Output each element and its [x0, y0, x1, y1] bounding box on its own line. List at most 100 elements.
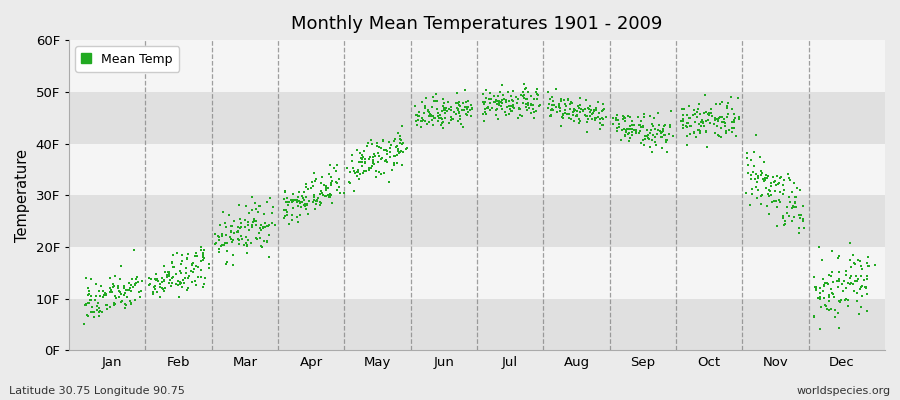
- Point: [158, 285, 172, 292]
- Point: [813, 294, 827, 300]
- Point: [789, 184, 804, 191]
- Point: [832, 298, 846, 304]
- Point: [234, 220, 248, 226]
- Point: [827, 314, 842, 320]
- Point: [291, 218, 305, 225]
- Point: [422, 111, 436, 117]
- Point: [623, 114, 637, 120]
- Point: [454, 106, 469, 113]
- Point: [848, 261, 862, 268]
- Point: [715, 99, 729, 106]
- Point: [625, 126, 639, 132]
- Point: [584, 116, 598, 122]
- Point: [780, 204, 795, 211]
- Point: [836, 288, 850, 294]
- Point: [524, 102, 538, 108]
- Point: [860, 276, 875, 282]
- Point: [159, 272, 174, 278]
- Point: [615, 126, 629, 133]
- Point: [242, 210, 256, 216]
- Point: [234, 232, 248, 239]
- Point: [248, 200, 263, 206]
- Point: [770, 223, 785, 230]
- Point: [310, 195, 325, 201]
- Point: [166, 264, 181, 270]
- Point: [184, 268, 198, 274]
- Point: [290, 214, 304, 220]
- Point: [506, 102, 520, 108]
- Point: [841, 297, 855, 304]
- Point: [254, 222, 268, 228]
- Point: [376, 138, 391, 144]
- Point: [653, 128, 668, 135]
- Point: [254, 243, 268, 249]
- Point: [512, 112, 526, 119]
- Point: [565, 112, 580, 118]
- Point: [188, 253, 202, 259]
- Point: [727, 114, 742, 121]
- Point: [218, 239, 232, 246]
- Point: [617, 114, 632, 120]
- Point: [753, 168, 768, 174]
- Point: [837, 278, 851, 285]
- Point: [451, 106, 465, 112]
- Point: [825, 269, 840, 276]
- Point: [532, 103, 546, 110]
- Point: [653, 134, 668, 140]
- Point: [112, 288, 127, 295]
- Point: [182, 272, 196, 279]
- Point: [390, 160, 404, 166]
- Point: [444, 107, 458, 114]
- Point: [99, 302, 113, 308]
- Point: [839, 271, 853, 278]
- Point: [332, 176, 347, 182]
- Point: [763, 188, 778, 194]
- Point: [418, 102, 432, 109]
- Point: [382, 145, 397, 151]
- Point: [312, 199, 327, 205]
- Point: [165, 275, 179, 281]
- Point: [547, 102, 562, 108]
- Point: [576, 107, 590, 113]
- Point: [762, 187, 777, 194]
- Point: [220, 240, 234, 246]
- Point: [529, 89, 544, 95]
- Point: [215, 242, 230, 248]
- Point: [429, 106, 444, 112]
- Point: [623, 135, 637, 141]
- Point: [238, 234, 253, 241]
- Point: [610, 128, 625, 134]
- Point: [522, 105, 536, 112]
- Point: [430, 113, 445, 120]
- Point: [81, 300, 95, 306]
- Point: [277, 214, 292, 221]
- Point: [832, 269, 847, 275]
- Point: [483, 90, 498, 96]
- Point: [501, 89, 516, 95]
- Point: [441, 106, 455, 112]
- Point: [770, 204, 784, 210]
- Point: [824, 290, 839, 296]
- Point: [246, 222, 260, 228]
- Point: [740, 154, 754, 161]
- Point: [683, 131, 698, 137]
- Point: [314, 200, 328, 207]
- Point: [832, 309, 846, 316]
- Point: [679, 123, 693, 129]
- Point: [460, 106, 474, 112]
- Point: [773, 198, 788, 205]
- Point: [125, 276, 140, 282]
- Point: [337, 190, 351, 196]
- Point: [860, 254, 875, 260]
- Point: [673, 118, 688, 124]
- Point: [710, 123, 724, 129]
- Point: [130, 279, 145, 286]
- Point: [418, 118, 433, 124]
- Point: [231, 237, 246, 243]
- Point: [720, 114, 734, 120]
- Point: [253, 202, 267, 209]
- Point: [842, 281, 857, 288]
- Point: [778, 218, 793, 224]
- Point: [124, 301, 139, 308]
- Point: [116, 285, 130, 291]
